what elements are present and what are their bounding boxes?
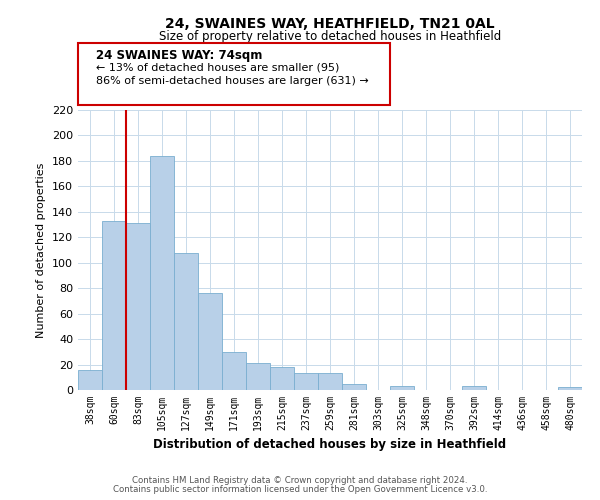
Bar: [294, 374, 318, 390]
Bar: [558, 388, 582, 390]
Bar: [270, 367, 294, 390]
Bar: [198, 294, 222, 390]
Text: Size of property relative to detached houses in Heathfield: Size of property relative to detached ho…: [159, 30, 501, 43]
Bar: [102, 220, 126, 390]
Y-axis label: Number of detached properties: Number of detached properties: [37, 162, 46, 338]
Bar: [246, 364, 270, 390]
Bar: [150, 156, 174, 390]
Bar: [462, 386, 486, 390]
Bar: [174, 252, 198, 390]
X-axis label: Distribution of detached houses by size in Heathfield: Distribution of detached houses by size …: [154, 438, 506, 452]
Bar: [222, 352, 246, 390]
Text: ← 13% of detached houses are smaller (95): ← 13% of detached houses are smaller (95…: [96, 62, 340, 72]
Bar: [342, 384, 366, 390]
Bar: [390, 386, 414, 390]
Text: 86% of semi-detached houses are larger (631) →: 86% of semi-detached houses are larger (…: [96, 76, 369, 86]
Bar: [78, 370, 102, 390]
Text: 24, SWAINES WAY, HEATHFIELD, TN21 0AL: 24, SWAINES WAY, HEATHFIELD, TN21 0AL: [165, 18, 495, 32]
Bar: [126, 224, 150, 390]
Text: Contains public sector information licensed under the Open Government Licence v3: Contains public sector information licen…: [113, 485, 487, 494]
Bar: [318, 374, 342, 390]
Text: 24 SWAINES WAY: 74sqm: 24 SWAINES WAY: 74sqm: [96, 48, 262, 62]
Text: Contains HM Land Registry data © Crown copyright and database right 2024.: Contains HM Land Registry data © Crown c…: [132, 476, 468, 485]
